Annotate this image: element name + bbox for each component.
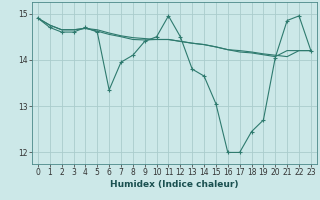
X-axis label: Humidex (Indice chaleur): Humidex (Indice chaleur) bbox=[110, 180, 239, 189]
